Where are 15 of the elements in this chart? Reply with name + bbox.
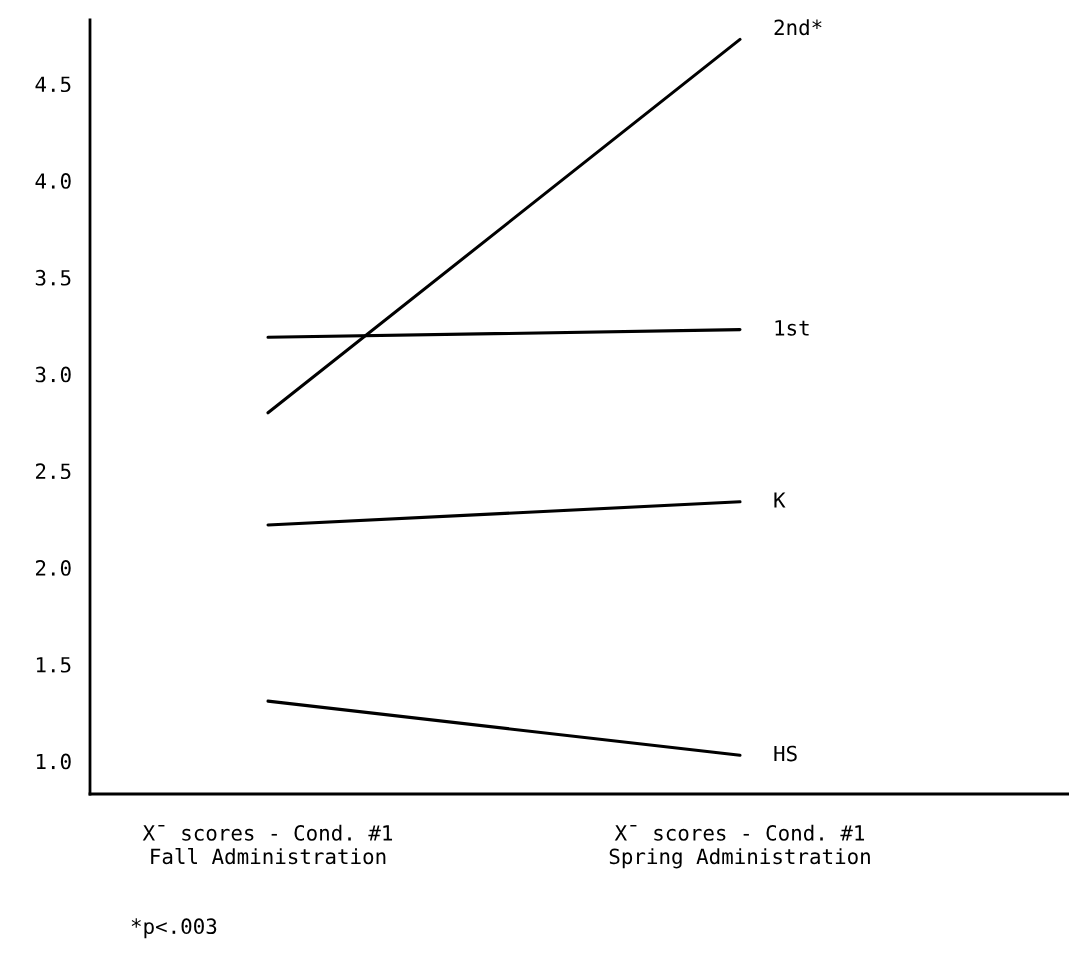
y-tick-label: 3.5	[35, 269, 71, 286]
y-tick-label: 3.0	[35, 366, 71, 383]
x-tick-label: X̄ scores - Cond. #1 Spring Administration	[609, 824, 870, 869]
series-label: 1st	[775, 320, 809, 336]
y-tick-label: 2.5	[35, 463, 71, 480]
y-tick-label: 4.0	[35, 173, 71, 189]
y-tick-label: 1.5	[36, 657, 71, 673]
y-tick-label: 4.5	[35, 76, 71, 93]
text: *p<.003	[131, 918, 217, 939]
series-label: 2nd*	[774, 19, 822, 36]
y-tick-label: 2.0	[35, 560, 71, 576]
y-tick-label: 1.0	[36, 753, 71, 770]
series-label: K	[774, 492, 786, 508]
series-label: HS	[774, 745, 797, 762]
x-tick-label: X̄ scores - Cond. #1 Fall Administration	[142, 824, 393, 865]
